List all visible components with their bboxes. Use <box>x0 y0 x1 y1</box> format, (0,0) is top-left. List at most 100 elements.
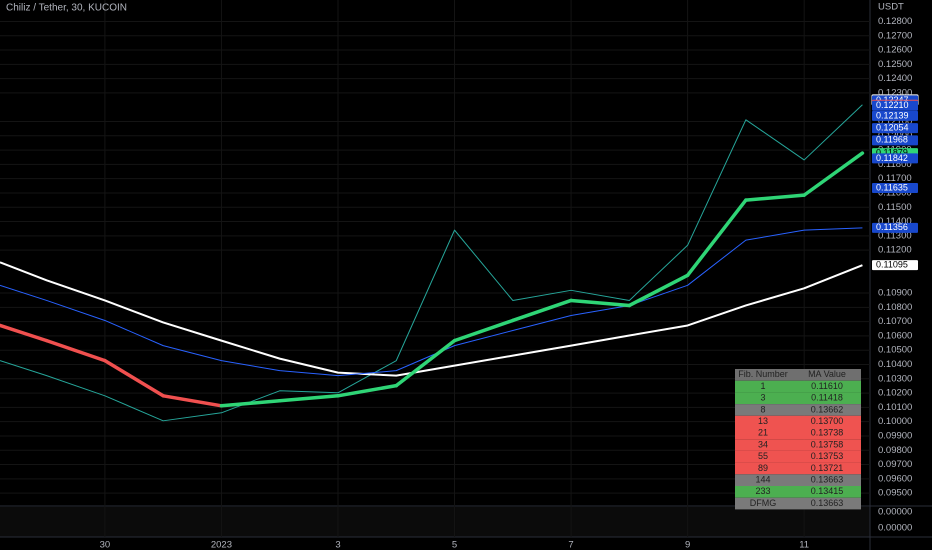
table-row-bg <box>735 450 861 463</box>
table-cell: 13 <box>758 416 768 426</box>
table-cell: 233 <box>755 486 770 496</box>
price-tag-label: 0.11842 <box>876 153 908 163</box>
y-tick-label: 0.10000 <box>878 416 912 427</box>
series-line <box>0 104 863 422</box>
x-tick-label: 7 <box>568 540 573 550</box>
ma-segment <box>569 298 632 308</box>
ma-segment <box>219 399 282 408</box>
table-cell: 144 <box>755 475 770 485</box>
y-tick-label: 0.12300 <box>878 87 912 98</box>
y-tick-label: 0.10900 <box>878 288 912 299</box>
price-tag <box>872 153 918 164</box>
ma-segment <box>511 298 573 323</box>
y-tick-label: 0.12500 <box>878 59 912 70</box>
y-tick-label: 0.09500 <box>878 488 912 499</box>
lower-tick-label: 0.00000 <box>878 507 912 518</box>
ma-segment <box>802 151 865 197</box>
table-row-bg <box>735 497 861 510</box>
series-line <box>0 261 863 377</box>
x-tick-label: 5 <box>452 540 457 550</box>
table-header: MA Value <box>808 369 846 379</box>
table-cell: 0.13738 <box>811 428 844 438</box>
y-axis-unit: USDT <box>878 2 904 13</box>
lower-pane <box>0 507 870 537</box>
x-tick-label: 11 <box>799 540 809 550</box>
table-cell: 8 <box>760 404 765 414</box>
price-tag-label: 0.11968 <box>876 135 908 145</box>
table-cell: 0.13700 <box>811 416 844 426</box>
ma-segment <box>161 394 224 408</box>
table-cell: 0.13663 <box>811 498 844 508</box>
table-cell: 3 <box>760 393 765 403</box>
table-cell: 0.11610 <box>811 381 843 391</box>
y-tick-label: 0.10800 <box>878 302 912 313</box>
table-cell: 0.13663 <box>811 475 844 485</box>
table-row-bg <box>735 486 861 498</box>
y-tick-label: 0.11200 <box>878 245 912 256</box>
ma-segment <box>336 383 398 398</box>
table-cell: 0.13662 <box>811 404 844 414</box>
ma-segment <box>452 318 515 343</box>
table-row-bg <box>735 427 861 440</box>
table-cell: 21 <box>758 428 768 438</box>
x-tick-label: 2023 <box>211 540 232 550</box>
ma-segment <box>627 273 690 308</box>
ma-segment <box>744 193 806 202</box>
price-tag <box>872 135 918 146</box>
table-row-bg <box>735 392 861 405</box>
y-tick-label: 0.12600 <box>878 45 912 56</box>
price-tag <box>872 123 918 134</box>
table-row-bg <box>735 380 861 393</box>
table-header-bg <box>735 369 861 381</box>
table-header: Fib. Number <box>738 369 788 379</box>
y-tick-label: 0.10200 <box>878 388 912 399</box>
y-tick-label: 0.10500 <box>878 345 912 356</box>
table-cell: 0.13758 <box>811 439 844 449</box>
price-tag-label: 0.12210 <box>876 100 909 110</box>
chart-title: Chiliz / Tether, 30, KUCOIN <box>6 3 127 14</box>
series-line <box>0 227 863 377</box>
y-tick-label: 0.11700 <box>878 173 912 184</box>
ma-segment <box>44 338 107 363</box>
table-cell: 0.11418 <box>811 393 843 403</box>
fib-table: Fib. Number MA Value 1 0.11610 3 0.11418 8 0.13… <box>735 369 861 510</box>
y-tick-label: 0.10700 <box>878 316 912 327</box>
lower-tick-label: 0.00000 <box>878 523 912 534</box>
y-tick-label: 0.10400 <box>878 359 912 370</box>
ma-segment <box>103 358 165 398</box>
price-tag <box>872 100 918 111</box>
y-tick-label: 0.12400 <box>878 73 912 84</box>
table-cell: 34 <box>758 439 768 449</box>
x-tick-label: 30 <box>100 540 111 550</box>
y-tick-label: 0.12100 <box>878 116 912 127</box>
y-tick-label: 0.11500 <box>878 202 912 213</box>
axis: 0.12800 0.12700 0.12600 0.12500 0.12400 0.123… <box>100 16 919 550</box>
table-row-bg <box>735 415 861 428</box>
table-cell: 1 <box>760 381 765 391</box>
y-tick-label: 0.10300 <box>878 373 912 384</box>
price-tag-label: 0.11356 <box>876 222 908 232</box>
table-row-bg <box>735 462 861 475</box>
y-tick-label: 0.09900 <box>878 430 912 441</box>
price-tag <box>872 260 918 271</box>
table-row-bg <box>735 439 861 451</box>
price-tag <box>872 222 918 233</box>
ma-segment <box>0 323 49 343</box>
y-tick-label: 0.09600 <box>878 473 912 484</box>
table-cell: 0.13753 <box>811 451 844 461</box>
y-tick-label: 0.12800 <box>878 16 912 27</box>
table-cell: DFMG <box>750 498 777 508</box>
y-tick-label: 0.11300 <box>878 230 912 241</box>
y-tick-label: 0.11400 <box>878 216 912 227</box>
y-tick-label: 0.09800 <box>878 445 912 456</box>
x-tick-label: 9 <box>685 540 690 550</box>
table-cell: 0.13721 <box>811 463 844 473</box>
y-tick-label: 0.11600 <box>878 187 912 198</box>
y-tick-label: 0.11800 <box>878 159 912 170</box>
price-tag-label: 0.11095 <box>876 260 908 270</box>
price-tag-label: 0.12054 <box>876 122 909 132</box>
table-row-bg <box>735 474 861 486</box>
y-tick-label: 0.10600 <box>878 330 912 341</box>
table-row-bg <box>735 404 861 416</box>
price-tag <box>872 182 918 193</box>
